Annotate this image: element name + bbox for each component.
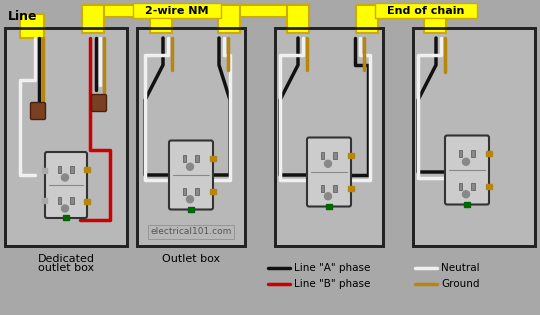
Bar bbox=[63, 215, 69, 220]
Bar bbox=[20, 14, 44, 38]
Bar bbox=[321, 185, 324, 192]
Bar bbox=[42, 168, 47, 173]
Bar bbox=[287, 5, 309, 33]
FancyBboxPatch shape bbox=[307, 138, 351, 207]
Bar bbox=[348, 153, 354, 158]
Circle shape bbox=[325, 160, 332, 167]
Bar bbox=[333, 152, 337, 159]
FancyBboxPatch shape bbox=[30, 102, 45, 119]
Bar bbox=[42, 198, 47, 203]
Bar bbox=[275, 28, 383, 246]
Bar bbox=[375, 3, 477, 18]
Bar bbox=[275, 28, 383, 246]
FancyBboxPatch shape bbox=[169, 140, 213, 209]
Bar bbox=[413, 28, 535, 246]
Bar bbox=[70, 166, 74, 173]
Bar bbox=[471, 183, 475, 190]
Bar bbox=[356, 5, 446, 17]
Circle shape bbox=[325, 193, 332, 200]
Bar bbox=[58, 166, 61, 173]
Text: Outlet box: Outlet box bbox=[162, 254, 220, 264]
Circle shape bbox=[62, 205, 69, 212]
Bar bbox=[84, 167, 90, 171]
Bar bbox=[195, 188, 199, 195]
FancyBboxPatch shape bbox=[45, 152, 87, 218]
FancyBboxPatch shape bbox=[91, 94, 106, 112]
Bar bbox=[210, 189, 216, 194]
Bar bbox=[321, 152, 324, 159]
Bar bbox=[58, 197, 61, 204]
FancyBboxPatch shape bbox=[445, 135, 489, 204]
Bar bbox=[133, 3, 221, 18]
Bar bbox=[5, 28, 127, 246]
Bar bbox=[150, 5, 172, 33]
Bar bbox=[195, 155, 199, 162]
Bar bbox=[356, 5, 378, 33]
Text: 2-wire NM: 2-wire NM bbox=[145, 6, 209, 16]
Bar bbox=[424, 5, 446, 33]
Bar bbox=[5, 28, 127, 246]
Text: Line "A" phase: Line "A" phase bbox=[294, 263, 370, 273]
Text: Dedicated: Dedicated bbox=[37, 254, 94, 264]
Bar bbox=[210, 156, 216, 161]
Circle shape bbox=[462, 191, 469, 198]
Bar bbox=[486, 184, 492, 189]
Circle shape bbox=[186, 196, 193, 203]
Bar bbox=[70, 197, 74, 204]
Text: Line "B" phase: Line "B" phase bbox=[294, 279, 370, 289]
Text: outlet box: outlet box bbox=[38, 263, 94, 273]
Circle shape bbox=[186, 163, 193, 170]
Bar bbox=[486, 151, 492, 156]
Circle shape bbox=[462, 158, 469, 165]
Bar bbox=[137, 28, 245, 246]
Bar bbox=[82, 5, 172, 17]
Bar bbox=[183, 188, 186, 195]
Text: Neutral: Neutral bbox=[441, 263, 480, 273]
Bar bbox=[188, 207, 194, 211]
Bar bbox=[137, 28, 245, 246]
Bar bbox=[459, 183, 462, 190]
Bar bbox=[218, 5, 240, 33]
Text: End of chain: End of chain bbox=[387, 6, 465, 16]
Bar bbox=[84, 198, 90, 203]
Bar bbox=[459, 150, 462, 157]
Bar bbox=[183, 155, 186, 162]
Bar bbox=[464, 202, 470, 207]
Bar bbox=[348, 186, 354, 191]
Text: Ground: Ground bbox=[441, 279, 480, 289]
Text: electrical101.com: electrical101.com bbox=[150, 227, 232, 237]
Bar bbox=[333, 185, 337, 192]
Bar bbox=[82, 5, 104, 33]
Bar bbox=[413, 28, 535, 246]
Bar bbox=[326, 203, 332, 209]
Bar bbox=[218, 5, 309, 17]
Text: Line: Line bbox=[8, 10, 37, 23]
Bar bbox=[471, 150, 475, 157]
Circle shape bbox=[62, 174, 69, 181]
